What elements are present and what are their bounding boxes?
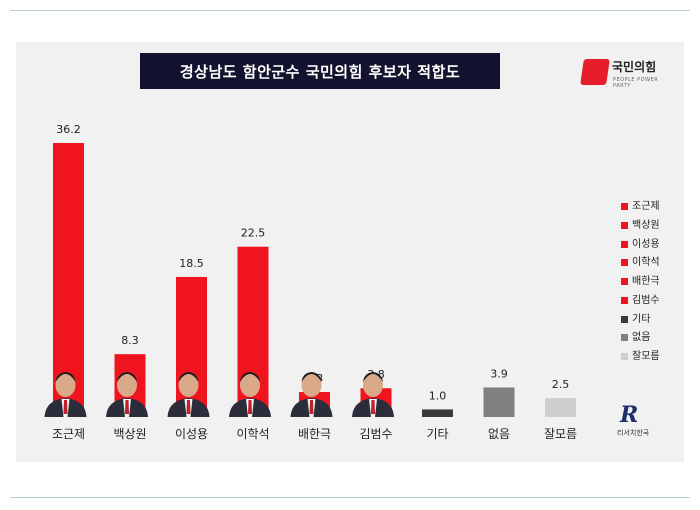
tick-label-배한극: 배한극: [298, 427, 331, 441]
candidate-photo: [44, 372, 87, 417]
legend-label: 배한극: [632, 276, 660, 287]
legend-item: 기타: [621, 313, 691, 332]
top-rule: [10, 10, 690, 11]
legend-label: 없음: [632, 332, 651, 344]
party-logo: 국민의힘 PEOPLE POWER PARTY: [580, 58, 672, 89]
legend-swatch: [621, 334, 628, 342]
legend-label: 기타: [632, 313, 651, 325]
tick-label-잘모름: 잘모름: [544, 427, 577, 441]
candidate-photo: [352, 372, 394, 417]
legend-item: 김범수: [621, 294, 691, 313]
legend-item: 없음: [621, 331, 691, 350]
legend-swatch: [621, 221, 628, 229]
data-label-기타: 1.0: [429, 389, 447, 402]
pollster-logo-icon: R: [620, 402, 639, 428]
tick-label-김범수: 김범수: [359, 427, 392, 441]
tick-label-기타: 기타: [426, 427, 448, 441]
legend-label: 백상원: [632, 219, 660, 231]
legend-item: 이성용: [621, 238, 691, 257]
bar-조근제: [53, 143, 84, 417]
legend-label: 잘모름: [632, 351, 660, 362]
legend-item: 잘모름: [621, 350, 691, 369]
legend-label: 이학석: [632, 257, 660, 269]
tick-label-없음: 없음: [488, 427, 510, 441]
pollster-name: 리서치한국: [617, 429, 650, 437]
legend-item: 배한극: [621, 275, 691, 294]
chart-title: 경상남도 함안군수 국민의힘 후보자 적합도: [140, 53, 500, 89]
legend-swatch: [621, 203, 628, 210]
tick-label-조근제: 조근제: [52, 427, 85, 441]
data-label-이성용: 18.5: [179, 257, 204, 270]
legend-swatch: [621, 259, 628, 267]
legend-item: 이학석: [621, 256, 691, 275]
legend-swatch: [621, 278, 628, 285]
candidate-photo: [167, 372, 210, 417]
pollster-logo: R 리서치한국: [614, 402, 664, 442]
candidate-photo: [106, 372, 148, 417]
tick-label-백상원: 백상원: [113, 427, 146, 441]
legend-label: 조근제: [632, 201, 660, 212]
bar-잘모름: [545, 398, 576, 417]
legend-swatch: [621, 240, 628, 248]
data-label-조근제: 36.2: [56, 123, 81, 136]
data-label-이학석: 22.5: [241, 227, 266, 240]
bottom-rule: [10, 497, 690, 498]
tick-label-이성용: 이성용: [175, 427, 208, 441]
legend-label: 이성용: [632, 238, 660, 250]
data-label-백상원: 8.3: [121, 334, 139, 347]
legend-swatch: [621, 353, 628, 360]
candidate-photo: [290, 372, 333, 417]
data-label-잘모름: 2.5: [552, 378, 570, 391]
legend-item: 백상원: [621, 219, 691, 238]
party-logo-subtitle: PEOPLE POWER PARTY: [613, 77, 659, 89]
tick-label-이학석: 이학석: [236, 427, 269, 441]
bar-없음: [483, 387, 515, 417]
bar-기타: [422, 409, 453, 417]
candidate-photo: [229, 372, 271, 417]
data-label-없음: 3.9: [490, 367, 508, 380]
legend-item: 조근제: [621, 200, 691, 219]
legend-swatch: [621, 315, 628, 323]
legend-label: 김범수: [632, 294, 660, 306]
party-logo-name: 국민의힘: [612, 60, 657, 74]
legend-swatch: [621, 296, 628, 304]
